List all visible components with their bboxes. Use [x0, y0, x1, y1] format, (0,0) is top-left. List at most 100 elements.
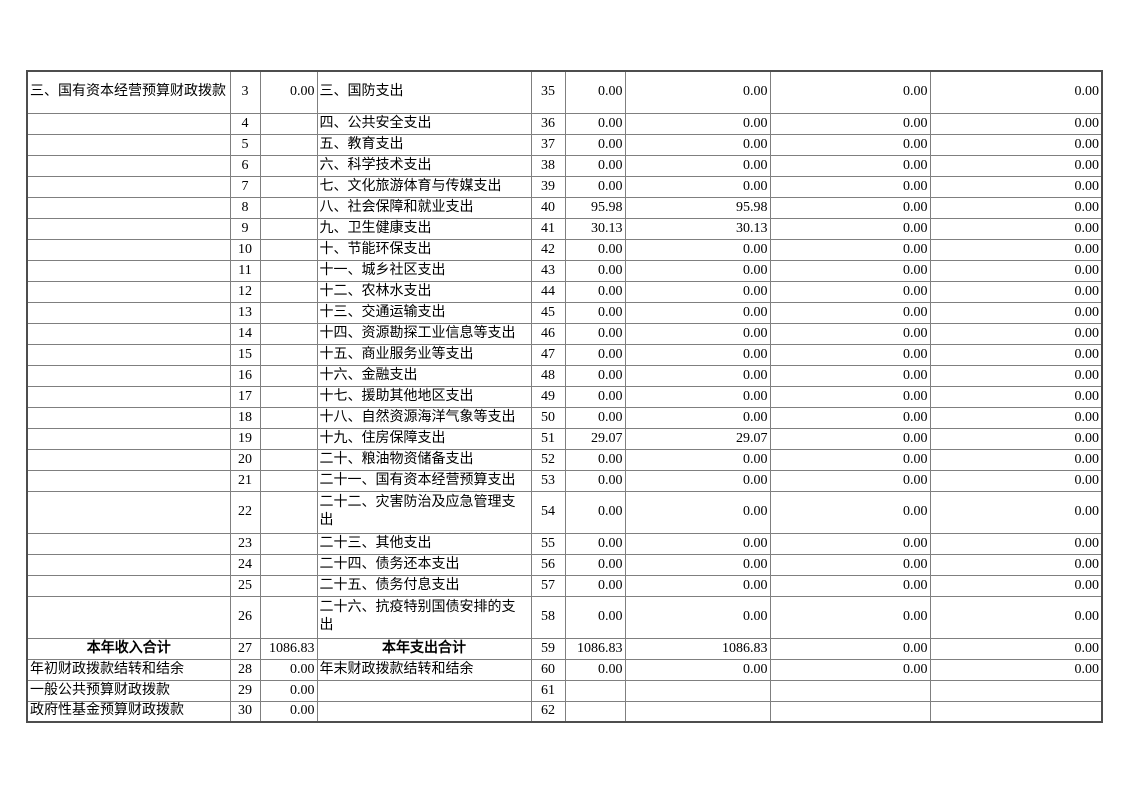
expense-value-cell-1: 0.00 [564, 301, 626, 324]
income-item-cell [26, 175, 231, 198]
table-row: 8 八、社会保障和就业支出 40 95.98 95.98 0.00 0.00 [26, 196, 1103, 219]
expense-value-cell-1: 0.00 [564, 469, 626, 492]
income-row-number-cell: 8 [229, 196, 261, 219]
expense-item-cell: 二十五、债务付息支出 [316, 574, 532, 597]
expense-value-cell-1: 0.00 [564, 322, 626, 345]
table-row: 21 二十一、国有资本经营预算支出 53 0.00 0.00 0.00 0.00 [26, 469, 1103, 492]
income-item-cell [26, 196, 231, 219]
income-row-number-cell: 22 [229, 490, 261, 534]
income-item-cell [26, 574, 231, 597]
expense-row-number-cell: 45 [530, 301, 566, 324]
income-amount-cell [259, 112, 318, 135]
expense-value-cell-4 [929, 679, 1103, 702]
expense-value-cell-4: 0.00 [929, 658, 1103, 681]
expense-value-cell-4: 0.00 [929, 133, 1103, 156]
income-amount-cell [259, 553, 318, 576]
income-item-cell [26, 238, 231, 261]
expense-item-cell: 二十六、抗疫特别国债安排的支出 [316, 595, 532, 639]
income-amount-cell [259, 343, 318, 366]
expense-row-number-cell: 49 [530, 385, 566, 408]
expense-value-cell-2: 95.98 [624, 196, 771, 219]
table-row: 5 五、教育支出 37 0.00 0.00 0.00 0.00 [26, 133, 1103, 156]
expense-value-cell-4: 0.00 [929, 112, 1103, 135]
expense-value-cell-3: 0.00 [769, 637, 931, 660]
income-item-cell: 年初财政拨款结转和结余 [26, 658, 231, 681]
income-row-number-cell: 21 [229, 469, 261, 492]
income-amount-cell [259, 259, 318, 282]
expense-value-cell-4: 0.00 [929, 343, 1103, 366]
expense-value-cell-1: 0.00 [564, 343, 626, 366]
expense-item-cell: 十一、城乡社区支出 [316, 259, 532, 282]
expense-item-cell: 八、社会保障和就业支出 [316, 196, 532, 219]
fiscal-appropriation-table: 三、国有资本经营预算财政拨款 3 0.00 三、国防支出 35 0.00 0.00 0.00 0… [26, 70, 1103, 723]
income-item-cell [26, 427, 231, 450]
expense-value-cell-3 [769, 700, 931, 723]
income-row-number-cell: 12 [229, 280, 261, 303]
income-amount-cell [259, 574, 318, 597]
expense-value-cell-1: 0.00 [564, 553, 626, 576]
expense-item-cell: 二十四、债务还本支出 [316, 553, 532, 576]
expense-value-cell-4: 0.00 [929, 574, 1103, 597]
table-row: 17 十七、援助其他地区支出 49 0.00 0.00 0.00 0.00 [26, 385, 1103, 408]
income-item-cell [26, 448, 231, 471]
expense-value-cell-2: 0.00 [624, 553, 771, 576]
expense-value-cell-1 [564, 700, 626, 723]
income-amount-cell [259, 448, 318, 471]
table-row: 4 四、公共安全支出 36 0.00 0.00 0.00 0.00 [26, 112, 1103, 135]
expense-value-cell-3: 0.00 [769, 175, 931, 198]
table-row: 一般公共预算财政拨款 29 0.00 61 [26, 679, 1103, 702]
income-row-number-cell: 16 [229, 364, 261, 387]
expense-row-number-cell: 50 [530, 406, 566, 429]
expense-row-number-cell: 37 [530, 133, 566, 156]
table-row: 12 十二、农林水支出 44 0.00 0.00 0.00 0.00 [26, 280, 1103, 303]
income-row-number-cell: 4 [229, 112, 261, 135]
expense-value-cell-3: 0.00 [769, 112, 931, 135]
table-row: 年初财政拨款结转和结余 28 0.00 年末财政拨款结转和结余 60 0.00 0.00 0.… [26, 658, 1103, 681]
expense-value-cell-1: 29.07 [564, 427, 626, 450]
expense-item-cell: 七、文化旅游体育与传媒支出 [316, 175, 532, 198]
expense-value-cell-2: 0.00 [624, 238, 771, 261]
expense-item-cell: 本年支出合计 [316, 637, 532, 660]
expense-value-cell-1: 0.00 [564, 280, 626, 303]
expense-row-number-cell: 44 [530, 280, 566, 303]
income-amount-cell [259, 322, 318, 345]
income-row-number-cell: 25 [229, 574, 261, 597]
expense-value-cell-4: 0.00 [929, 490, 1103, 534]
expense-value-cell-4: 0.00 [929, 427, 1103, 450]
expense-item-cell: 十六、金融支出 [316, 364, 532, 387]
expense-value-cell-3: 0.00 [769, 406, 931, 429]
expense-value-cell-2: 0.00 [624, 301, 771, 324]
income-item-cell [26, 469, 231, 492]
expense-value-cell-2: 0.00 [624, 574, 771, 597]
expense-row-number-cell: 56 [530, 553, 566, 576]
income-amount-cell [259, 532, 318, 555]
income-amount-cell [259, 469, 318, 492]
expense-row-number-cell: 36 [530, 112, 566, 135]
expense-row-number-cell: 47 [530, 343, 566, 366]
table-row: 7 七、文化旅游体育与传媒支出 39 0.00 0.00 0.00 0.00 [26, 175, 1103, 198]
expense-value-cell-2: 0.00 [624, 448, 771, 471]
income-row-number-cell: 27 [229, 637, 261, 660]
expense-value-cell-2: 0.00 [624, 406, 771, 429]
income-item-cell [26, 385, 231, 408]
expense-value-cell-3 [769, 679, 931, 702]
expense-value-cell-2: 30.13 [624, 217, 771, 240]
expense-value-cell-3: 0.00 [769, 259, 931, 282]
income-row-number-cell: 10 [229, 238, 261, 261]
expense-value-cell-4: 0.00 [929, 322, 1103, 345]
income-row-number-cell: 20 [229, 448, 261, 471]
expense-row-number-cell: 51 [530, 427, 566, 450]
income-amount-cell [259, 154, 318, 177]
income-amount-cell [259, 406, 318, 429]
expense-item-cell: 十九、住房保障支出 [316, 427, 532, 450]
expense-item-cell: 十三、交通运输支出 [316, 301, 532, 324]
table-row: 10 十、节能环保支出 42 0.00 0.00 0.00 0.00 [26, 238, 1103, 261]
income-amount-cell [259, 385, 318, 408]
income-amount-cell: 0.00 [259, 700, 318, 723]
expense-row-number-cell: 53 [530, 469, 566, 492]
expense-value-cell-1: 0.00 [564, 112, 626, 135]
table-row: 政府性基金预算财政拨款 30 0.00 62 [26, 700, 1103, 723]
table-row: 14 十四、资源勘探工业信息等支出 46 0.00 0.00 0.00 0.00 [26, 322, 1103, 345]
expense-value-cell-3: 0.00 [769, 532, 931, 555]
